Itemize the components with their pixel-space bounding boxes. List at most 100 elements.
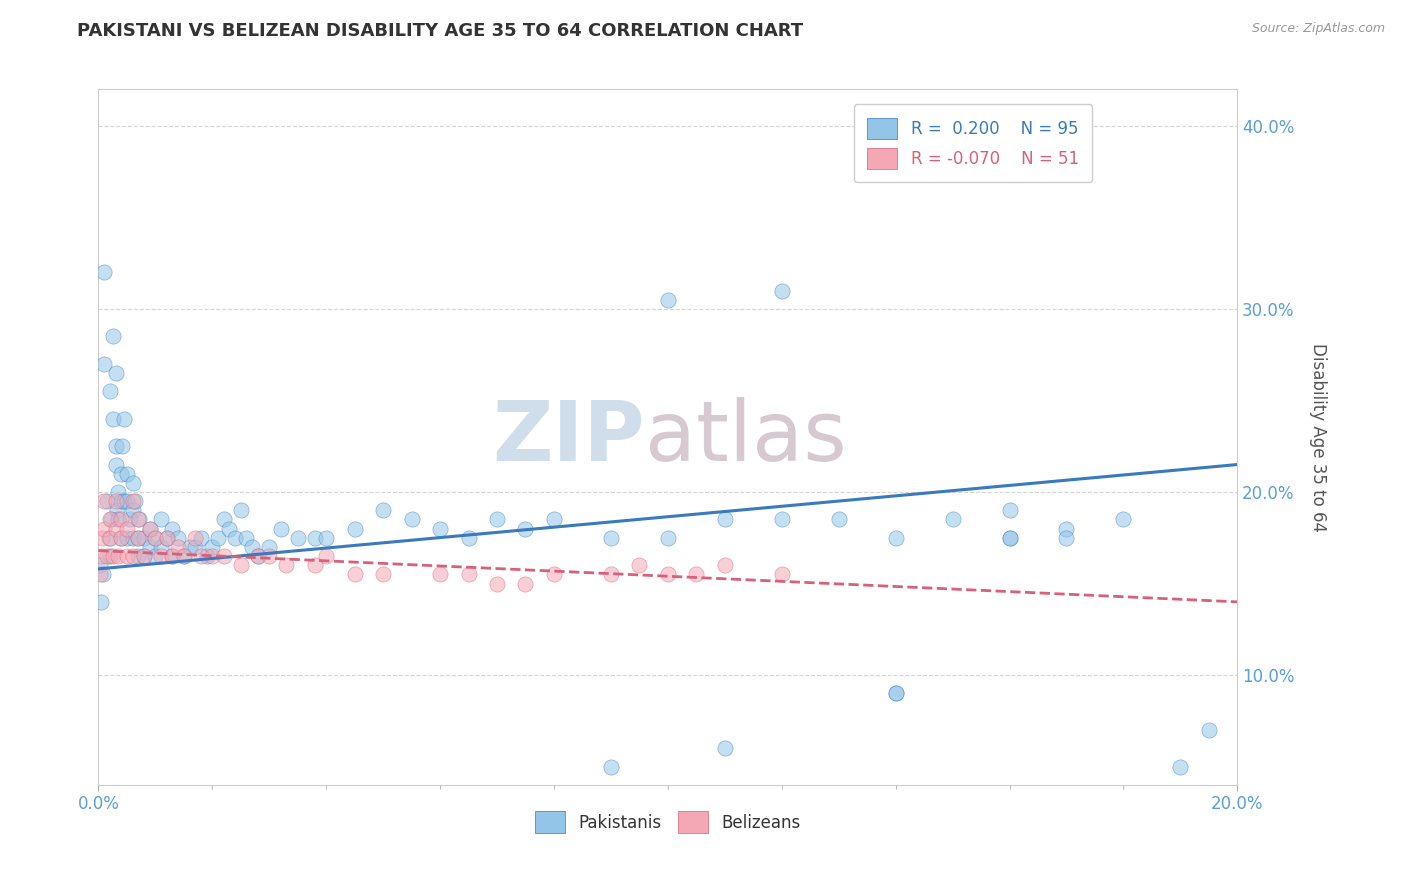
Point: [229, 558, 252, 573]
Point: [138, 540, 160, 554]
Point: [1198, 723, 1220, 737]
Point: [110, 531, 132, 545]
Point: [98, 384, 121, 399]
Point: [229, 503, 252, 517]
Point: [486, 512, 509, 526]
Point: [156, 531, 179, 545]
Point: [1056, 531, 1078, 545]
Point: [212, 549, 235, 563]
Point: [190, 549, 212, 563]
Point: [121, 531, 143, 545]
Point: [998, 503, 1021, 517]
Point: [145, 531, 167, 545]
Point: [111, 439, 134, 453]
Point: [98, 531, 121, 545]
Point: [770, 512, 793, 526]
Point: [162, 549, 184, 563]
Point: [657, 531, 679, 545]
Point: [429, 567, 451, 582]
Point: [373, 567, 395, 582]
Point: [1112, 512, 1135, 526]
Point: [145, 549, 167, 563]
Point: [93, 522, 115, 536]
Point: [167, 531, 190, 545]
Point: [89, 567, 111, 582]
Point: [543, 567, 565, 582]
Point: [218, 522, 240, 536]
Point: [104, 494, 127, 508]
Point: [115, 467, 138, 481]
Point: [998, 531, 1021, 545]
Point: [150, 512, 173, 526]
Point: [167, 540, 190, 554]
Point: [207, 531, 229, 545]
Text: PAKISTANI VS BELIZEAN DISABILITY AGE 35 TO 64 CORRELATION CHART: PAKISTANI VS BELIZEAN DISABILITY AGE 35 …: [77, 22, 803, 40]
Point: [118, 512, 141, 526]
Point: [884, 531, 907, 545]
Point: [315, 549, 337, 563]
Point: [195, 549, 218, 563]
Point: [179, 540, 201, 554]
Point: [96, 549, 118, 563]
Point: [98, 549, 121, 563]
Point: [457, 567, 479, 582]
Point: [128, 512, 150, 526]
Point: [600, 759, 623, 773]
Point: [112, 494, 135, 508]
Point: [235, 531, 257, 545]
Point: [201, 540, 224, 554]
Point: [173, 549, 195, 563]
Point: [1056, 522, 1078, 536]
Point: [714, 741, 737, 756]
Point: [112, 411, 135, 425]
Point: [657, 293, 679, 307]
Point: [201, 549, 224, 563]
Point: [246, 549, 269, 563]
Point: [287, 531, 309, 545]
Point: [259, 540, 281, 554]
Point: [714, 558, 737, 573]
Point: [315, 531, 337, 545]
Point: [90, 531, 112, 545]
Point: [515, 576, 537, 591]
Point: [132, 531, 155, 545]
Point: [101, 549, 124, 563]
Point: [121, 475, 143, 490]
Point: [190, 531, 212, 545]
Point: [162, 549, 184, 563]
Point: [107, 549, 129, 563]
Point: [343, 522, 366, 536]
Point: [121, 494, 143, 508]
Point: [100, 512, 122, 526]
Point: [104, 439, 127, 453]
Point: [150, 549, 173, 563]
Point: [270, 522, 292, 536]
Point: [132, 549, 155, 563]
Point: [259, 549, 281, 563]
Point: [184, 531, 207, 545]
Point: [121, 503, 143, 517]
Point: [770, 284, 793, 298]
Point: [127, 531, 149, 545]
Point: [156, 531, 179, 545]
Point: [138, 522, 160, 536]
Legend: Pakistanis, Belizeans: Pakistanis, Belizeans: [522, 798, 814, 847]
Point: [115, 531, 138, 545]
Point: [127, 512, 149, 526]
Point: [884, 686, 907, 700]
Point: [121, 549, 143, 563]
Point: [304, 558, 326, 573]
Point: [132, 549, 155, 563]
Point: [98, 512, 121, 526]
Point: [115, 522, 138, 536]
Point: [104, 458, 127, 472]
Text: atlas: atlas: [645, 397, 846, 477]
Point: [96, 494, 118, 508]
Point: [457, 531, 479, 545]
Point: [110, 531, 132, 545]
Point: [173, 549, 195, 563]
Point: [145, 531, 167, 545]
Text: Source: ZipAtlas.com: Source: ZipAtlas.com: [1251, 22, 1385, 36]
Point: [127, 549, 149, 563]
Point: [104, 366, 127, 380]
